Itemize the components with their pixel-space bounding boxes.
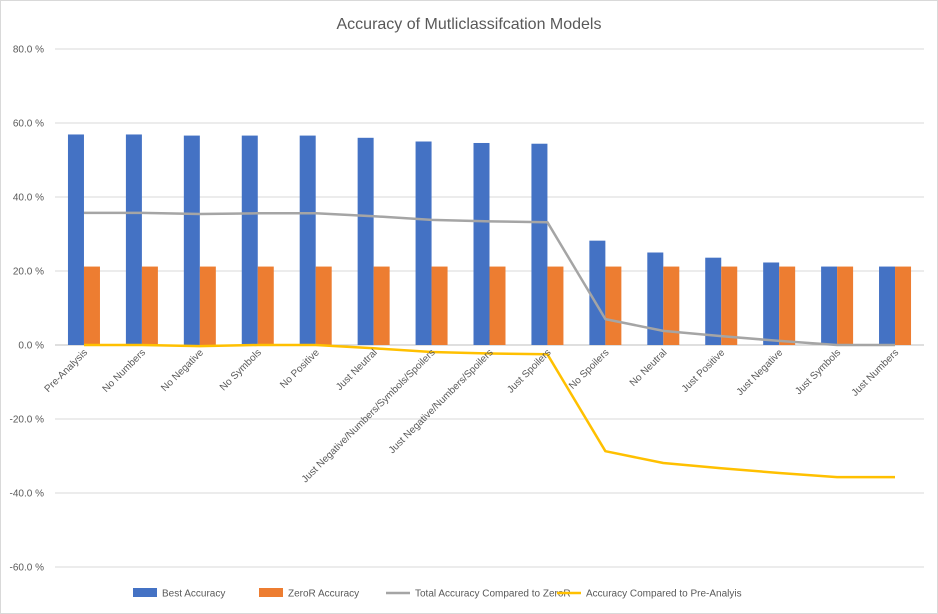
bar-zeror-accuracy-13 (837, 266, 854, 345)
line-total-accuracy-compared-to-zeror (84, 211, 895, 347)
bar-best-accuracy-5 (357, 137, 374, 345)
bar-best-accuracy-10 (647, 252, 664, 345)
bar-best-accuracy-12 (763, 262, 780, 345)
legend-label: Total Accuracy Compared to ZeroR (415, 589, 571, 600)
bar-zeror-accuracy-4 (315, 266, 332, 345)
bars-layer (67, 134, 912, 345)
y-tick-label: 40.0 % (13, 193, 44, 204)
legend-label: Accuracy Compared to Pre-Analyis (586, 589, 742, 600)
bar-best-accuracy-0 (67, 134, 84, 345)
bar-zeror-accuracy-5 (373, 266, 390, 345)
chart-title: Accuracy of Mutliclassifcation Models (337, 16, 602, 33)
bar-best-accuracy-4 (299, 135, 316, 345)
legend: Best Accuracy ZeroR Accuracy Total Accurac… (133, 588, 742, 600)
bar-zeror-accuracy-6 (431, 266, 448, 345)
bar-best-accuracy-9 (589, 240, 606, 345)
bar-zeror-accuracy-0 (83, 266, 100, 345)
y-tick-layer: 80.0 % 60.0 % 40.0 % 20.0 % 0.0 % -20.0 % -40.… (10, 45, 45, 574)
bar-zeror-accuracy-3 (257, 266, 274, 345)
legend-swatch (259, 588, 283, 597)
y-tick-label: 80.0 % (13, 45, 44, 56)
bar-best-accuracy-11 (705, 257, 722, 345)
lines-layer (84, 211, 895, 479)
bar-zeror-accuracy-12 (779, 266, 796, 345)
bar-best-accuracy-6 (415, 141, 432, 345)
bar-best-accuracy-2 (183, 135, 200, 345)
bar-best-accuracy-8 (531, 143, 548, 345)
bar-best-accuracy-3 (241, 135, 258, 345)
y-tick-label: -40.0 % (10, 489, 45, 500)
bar-zeror-accuracy-2 (199, 266, 216, 345)
bar-zeror-accuracy-7 (489, 266, 506, 345)
y-tick-label: -60.0 % (10, 563, 45, 574)
y-tick-label: 60.0 % (13, 119, 44, 130)
bar-best-accuracy-7 (473, 142, 490, 345)
bar-best-accuracy-14 (879, 266, 896, 345)
legend-label: ZeroR Accuracy (288, 589, 359, 600)
legend-swatch (133, 588, 157, 597)
bar-zeror-accuracy-1 (141, 266, 158, 345)
bar-zeror-accuracy-14 (895, 266, 912, 345)
line-accuracy-compared-to-pre-analyis (84, 343, 895, 479)
y-tick-label: 0.0 % (18, 341, 44, 352)
y-tick-label: -20.0 % (10, 415, 45, 426)
bar-best-accuracy-13 (821, 266, 838, 345)
y-tick-label: 20.0 % (13, 267, 44, 278)
bar-zeror-accuracy-8 (547, 266, 564, 345)
bar-zeror-accuracy-11 (721, 266, 738, 345)
bar-zeror-accuracy-10 (663, 266, 680, 345)
bar-best-accuracy-1 (125, 134, 142, 345)
legend-label: Best Accuracy (162, 589, 225, 600)
bar-zeror-accuracy-9 (605, 266, 622, 345)
